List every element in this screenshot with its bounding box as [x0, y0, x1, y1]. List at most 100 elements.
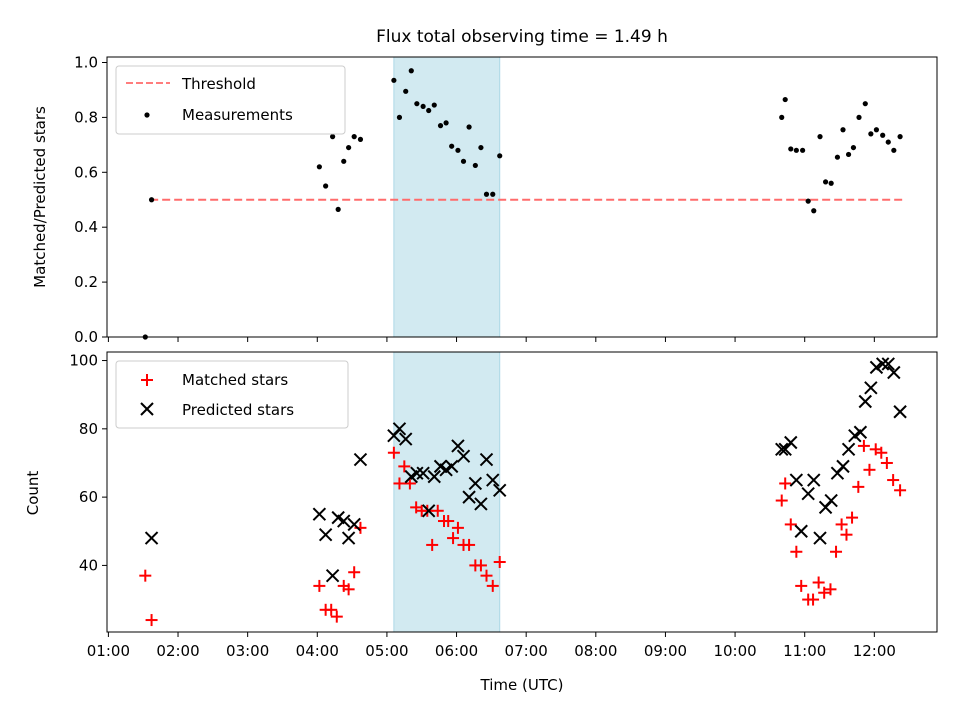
measurement-point — [437, 123, 444, 129]
x-stroke-b — [824, 493, 838, 508]
bottom-plot-frame — [106, 351, 938, 633]
x-tick-label: 08:00 — [574, 642, 617, 660]
predicted-star-point — [416, 466, 430, 480]
x-stroke-b — [331, 510, 345, 525]
matched-star-point — [887, 474, 900, 487]
x-stroke-b — [399, 432, 413, 446]
x-stroke-b — [392, 422, 407, 436]
measurement-point — [822, 179, 829, 185]
predicted-star-point — [853, 425, 868, 439]
y-tick-label: 0.6 — [74, 163, 98, 181]
y-tick-label: 0.8 — [74, 108, 98, 126]
x-tick-label: 09:00 — [644, 642, 687, 660]
measurement-point — [335, 206, 341, 212]
x-stroke-b — [853, 425, 868, 439]
x-stroke-b — [312, 507, 327, 521]
matched-star-point — [852, 480, 865, 493]
predicted-star-point — [824, 493, 838, 508]
measurement-point — [834, 154, 841, 160]
predicted-star-point — [392, 422, 407, 436]
measurement-point — [420, 103, 426, 110]
measurement-point — [346, 144, 352, 151]
matched-star-point — [784, 518, 797, 531]
y-tick-label: 1.0 — [74, 53, 98, 71]
measurement-point — [845, 151, 852, 158]
highlight-span-top — [393, 56, 501, 338]
measurement-point — [408, 68, 414, 74]
matched-legend-swatch — [141, 374, 153, 386]
matched-star-point — [398, 460, 411, 473]
x-tick-label: 03:00 — [226, 642, 269, 660]
matched-star-point — [807, 593, 820, 606]
matched-star-point — [145, 614, 158, 627]
top-y-ticks: 0.0 0.2 0.4 0.6 0.8 1.0 — [74, 53, 107, 346]
top-legend: Threshold Measurements — [115, 65, 346, 135]
measurement-point — [330, 134, 336, 140]
measurement-point — [862, 101, 868, 107]
matched-star-point — [857, 439, 870, 452]
matched-star-point — [835, 518, 848, 531]
measurement-point — [351, 134, 357, 140]
x-stroke-b — [869, 360, 884, 375]
matched-star-point — [493, 556, 506, 568]
predicted-star-point — [451, 439, 465, 453]
measurement-point — [431, 102, 437, 108]
x-stroke-b — [789, 473, 804, 487]
predicted-star-point — [144, 531, 159, 545]
bottom-x-ticks: 01:00 02:00 03:00 04:00 05:00 06:00 07:00 08:00… — [87, 632, 896, 660]
predicted-star-point — [427, 469, 441, 484]
predicted-star-point — [410, 466, 424, 480]
predicted-star-point — [312, 507, 327, 521]
measurement-point — [316, 164, 322, 170]
measurement-point — [443, 120, 449, 126]
x-stroke-b — [775, 442, 789, 457]
x-stroke-b — [337, 514, 351, 528]
measurement-point — [323, 183, 329, 189]
x-stroke-b — [801, 487, 815, 501]
matched-star-point — [875, 446, 888, 459]
predicted-legend-label: Predicted stars — [182, 401, 294, 419]
threshold-legend-label: Threshold — [181, 75, 256, 93]
x-stroke-b — [881, 357, 895, 371]
matched-star-point — [840, 528, 853, 541]
x-stroke-b — [341, 531, 356, 545]
predicted-stars-points — [144, 357, 907, 583]
y-tick-label: 40 — [79, 556, 98, 574]
x-tick-label: 07:00 — [505, 642, 548, 660]
matched-star-point — [442, 515, 455, 528]
x-stroke-b — [887, 365, 901, 380]
measurement-point — [403, 88, 409, 94]
matched-star-point — [342, 583, 355, 596]
measurement-point — [449, 143, 455, 149]
x-stroke-b — [456, 449, 471, 463]
predicted-star-point — [341, 531, 356, 545]
matched-star-point — [387, 446, 400, 459]
measurement-point — [885, 139, 891, 145]
measurement-point — [850, 144, 857, 151]
measurement-point — [880, 132, 886, 138]
predicted-star-point — [456, 449, 471, 463]
top-plot-frame — [106, 56, 938, 338]
matched-star-point — [486, 579, 499, 592]
y-tick-label: 100 — [69, 352, 98, 370]
measurement-point — [341, 158, 347, 164]
x-stroke-b — [451, 439, 465, 453]
matched-star-point — [863, 463, 876, 476]
matched-star-point — [474, 559, 487, 572]
predicted-star-point — [353, 452, 368, 467]
measurement-point — [805, 198, 811, 204]
measurement-points — [142, 68, 903, 340]
matched-star-point — [330, 610, 343, 623]
matched-star-point — [795, 579, 808, 592]
matched-star-point — [313, 579, 326, 592]
matched-star-point — [431, 504, 444, 517]
measurement-point — [426, 107, 432, 114]
predicted-star-point — [836, 459, 850, 474]
figure-title: Flux total observing time = 1.49 h — [376, 27, 668, 47]
bottom-y-axis-label: Count — [24, 471, 42, 516]
matched-star-point — [463, 538, 476, 551]
matched-star-point — [818, 586, 831, 599]
x-stroke-b — [468, 476, 483, 491]
measurement-point — [460, 158, 467, 164]
predicted-star-point — [468, 476, 483, 491]
